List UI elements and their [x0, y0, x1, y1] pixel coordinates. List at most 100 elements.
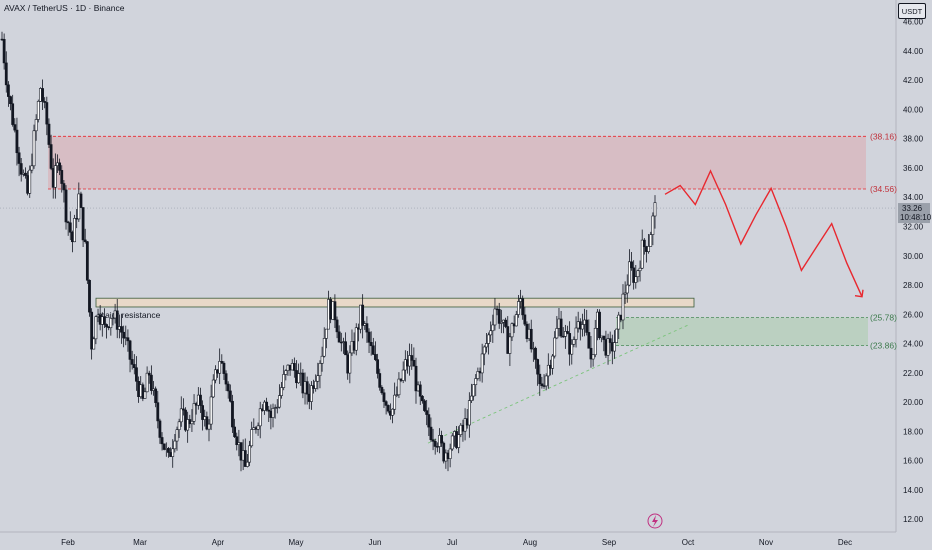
candle-body [92, 338, 96, 350]
candle-body [175, 429, 179, 442]
candle-body [521, 298, 525, 316]
candle-body [467, 400, 471, 426]
support-top-label: (25.78) [870, 313, 897, 323]
candle-body [625, 284, 629, 294]
candle-body [205, 416, 209, 430]
candle-body [310, 385, 313, 402]
candle-body [231, 400, 234, 428]
candle-body [256, 425, 260, 430]
major-resistance-box [95, 297, 695, 308]
currency-badge[interactable]: USDT [898, 3, 926, 19]
candle-body [371, 345, 375, 355]
candle-body [222, 362, 226, 374]
candle-body [485, 343, 488, 348]
x-tick-label: Dec [838, 538, 852, 547]
candle-body [581, 324, 584, 330]
x-tick-label: Jun [369, 538, 382, 547]
candle-body [192, 403, 196, 422]
lightning-icon [647, 513, 663, 529]
candle-body [423, 400, 426, 411]
candle-body [94, 316, 98, 340]
candle-body [470, 395, 473, 401]
candle-body [386, 405, 390, 412]
candle-body [246, 461, 249, 467]
candle-body [517, 301, 520, 315]
candle-body [630, 261, 633, 269]
current-price-box [898, 203, 930, 224]
candle-body [30, 165, 34, 171]
candle-body [68, 222, 72, 233]
candle-body [243, 450, 247, 467]
candle-body [318, 363, 322, 376]
candle-body [111, 317, 115, 320]
y-tick-label: 16.00 [903, 457, 924, 466]
candle-body [19, 163, 23, 175]
y-tick-label: 28.00 [903, 281, 924, 290]
candle-body [572, 339, 576, 345]
candle-body [305, 381, 309, 395]
candle-body [147, 372, 151, 376]
candle-body [450, 435, 454, 450]
x-tick-label: Oct [682, 538, 695, 547]
candle-body [367, 331, 371, 343]
candle-body [651, 215, 655, 235]
candle-body [480, 353, 484, 374]
candle-body [154, 388, 158, 403]
candle-body [167, 448, 170, 453]
candle-body [66, 221, 70, 224]
y-tick-label: 26.00 [903, 310, 924, 319]
candle-body [354, 327, 358, 351]
candle-body [79, 193, 83, 208]
candle-body [391, 408, 394, 416]
candle-body [544, 375, 548, 387]
candle-body [115, 310, 119, 330]
candle-body [105, 324, 108, 328]
x-tick-label: Nov [759, 538, 773, 547]
candle-body [34, 119, 38, 132]
candle-body [218, 361, 222, 374]
candle-body [171, 448, 175, 457]
candle-body [135, 367, 138, 382]
candle-body [408, 355, 411, 367]
candle-body [623, 292, 627, 295]
candle-body [555, 328, 559, 339]
candle-body [540, 383, 544, 386]
candle-body [361, 304, 365, 326]
candle-body [476, 371, 480, 379]
candle-body [32, 130, 36, 167]
projection-arrowhead [854, 289, 864, 298]
candle-body [374, 354, 377, 360]
candle-body [627, 261, 631, 286]
candle-body [380, 387, 384, 394]
candle-body [11, 103, 15, 125]
candle-body [348, 352, 352, 374]
candle-body [292, 363, 296, 371]
candle-body [365, 323, 369, 333]
candle-body [474, 378, 478, 386]
candle-body [642, 239, 646, 248]
candle-body [615, 328, 618, 343]
candle-body [280, 387, 283, 396]
candle-body [41, 88, 44, 102]
candle-body [156, 402, 160, 422]
candle-body [523, 314, 527, 325]
candle-body [395, 394, 399, 396]
candle-body [322, 338, 326, 357]
candle-body [278, 395, 281, 408]
candle-body [649, 234, 653, 247]
candle-body [472, 384, 476, 397]
candle-body [85, 241, 89, 281]
candle-body [335, 319, 339, 333]
candle-body [538, 373, 542, 385]
x-tick-label: Mar [133, 538, 147, 547]
candle-body [508, 336, 512, 354]
candle-body [88, 279, 91, 313]
candle-body [120, 326, 123, 333]
candle-body [497, 309, 501, 324]
support-bottom-label: (23.86) [870, 341, 897, 351]
candle-body [224, 373, 228, 385]
candle-body [487, 334, 490, 344]
candle-body [514, 314, 518, 327]
